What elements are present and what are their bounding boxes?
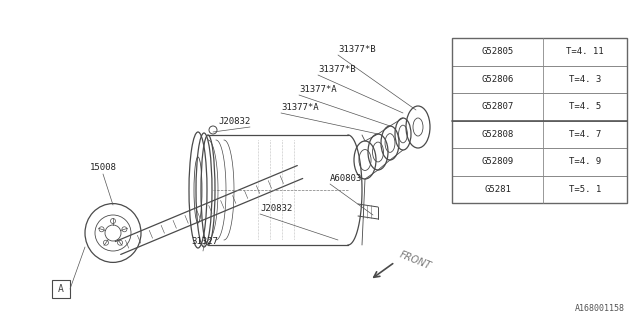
Text: A168001158: A168001158: [575, 304, 625, 313]
Text: T=4. 5: T=4. 5: [569, 102, 601, 111]
Text: J20832: J20832: [260, 204, 292, 213]
Text: A60803: A60803: [330, 174, 362, 183]
Text: T=4. 11: T=4. 11: [566, 47, 604, 56]
Text: J20832: J20832: [218, 117, 250, 126]
Text: A: A: [58, 284, 64, 294]
Text: G52805: G52805: [481, 47, 514, 56]
Text: 31377*A: 31377*A: [299, 85, 337, 94]
Text: G5281: G5281: [484, 185, 511, 194]
Text: T=4. 9: T=4. 9: [569, 157, 601, 166]
Text: G52809: G52809: [481, 157, 514, 166]
Text: G52806: G52806: [481, 75, 514, 84]
Text: FRONT: FRONT: [398, 249, 433, 271]
Text: G52807: G52807: [481, 102, 514, 111]
Text: 31377*A: 31377*A: [281, 103, 319, 112]
Polygon shape: [52, 280, 70, 298]
Text: 15008: 15008: [90, 163, 116, 172]
Text: 31377*B: 31377*B: [318, 65, 356, 74]
Text: T=4. 7: T=4. 7: [569, 130, 601, 139]
Text: G52808: G52808: [481, 130, 514, 139]
Text: T=5. 1: T=5. 1: [569, 185, 601, 194]
Text: T=4. 3: T=4. 3: [569, 75, 601, 84]
Text: 31327: 31327: [191, 237, 218, 246]
Text: 31377*B: 31377*B: [338, 45, 376, 54]
